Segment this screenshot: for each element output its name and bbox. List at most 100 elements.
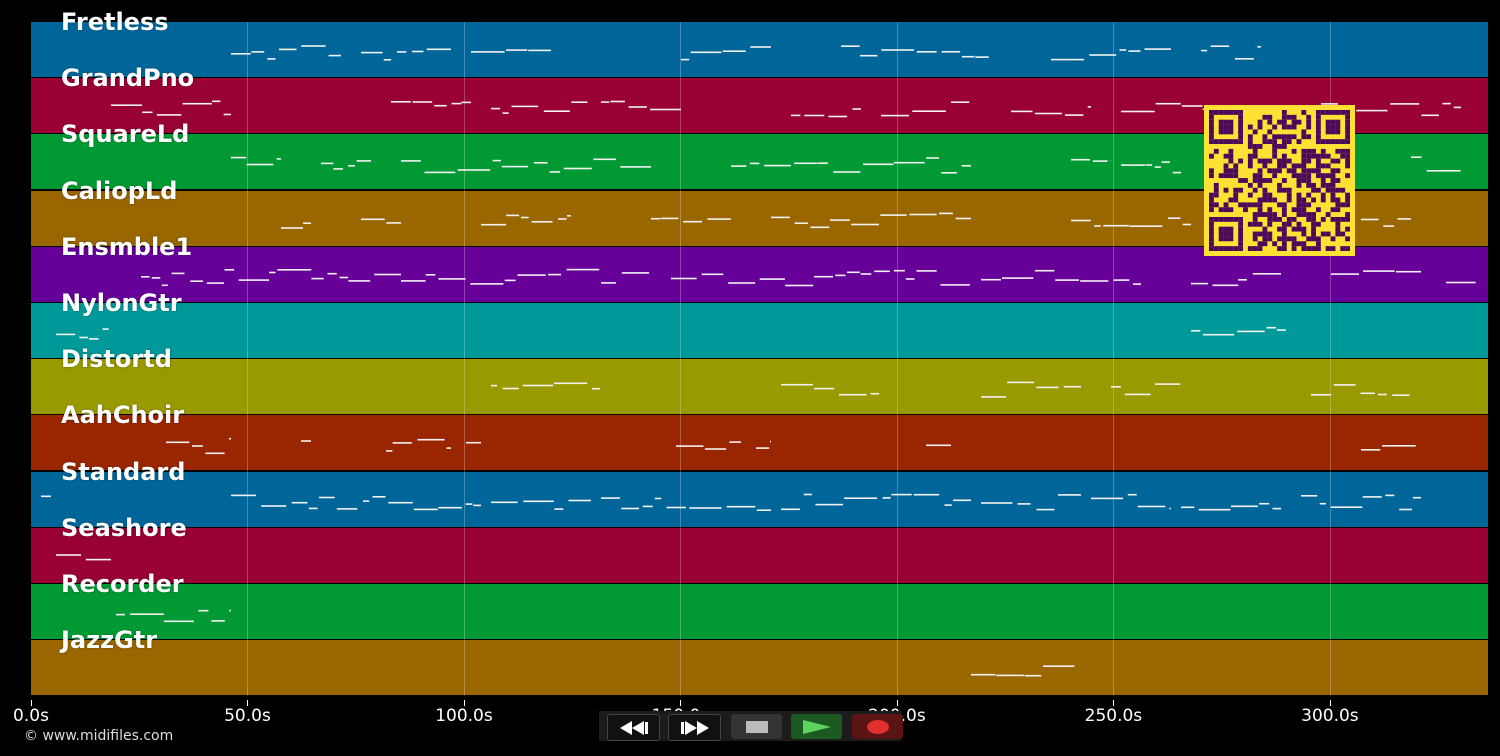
note [276,158,281,160]
note [1212,284,1239,287]
note [909,213,937,216]
note [803,493,812,496]
note [386,222,401,224]
note [621,272,650,274]
track-name: Fretless [61,8,169,36]
note [1259,502,1270,505]
note [926,157,939,159]
note [1442,102,1451,105]
note [971,673,996,676]
note [363,500,370,502]
stop-button[interactable] [731,714,782,739]
note [88,338,99,340]
note [401,160,421,162]
note [841,45,860,47]
note [502,112,509,114]
note [465,503,473,505]
note [882,497,891,499]
note [1362,496,1382,498]
note [666,506,686,509]
note [506,49,528,51]
note [981,278,1001,281]
track-row [31,246,1488,303]
note [1238,279,1247,281]
note [348,165,355,167]
note [981,396,1006,398]
note [543,110,570,112]
note [1235,58,1254,60]
axis-tick [31,700,32,706]
note [56,554,81,556]
note [521,216,529,219]
note [1356,109,1388,112]
note [781,508,800,511]
note [759,278,785,280]
note [1333,384,1356,386]
axis-tick [1329,700,1331,706]
note [473,504,481,507]
note [981,502,1013,504]
note [750,46,771,48]
note [151,277,161,279]
note [356,160,371,162]
note [660,217,679,220]
note [1051,58,1085,61]
note [229,609,231,612]
note [311,277,324,280]
note [1034,112,1062,115]
note [676,445,704,447]
record-icon [866,719,889,734]
note [426,48,451,51]
note [1210,45,1230,47]
note [1201,49,1208,52]
play-button[interactable] [791,714,842,739]
note [303,222,311,224]
note [1453,106,1461,109]
note [1155,383,1181,385]
note [528,49,551,52]
note [1421,114,1439,117]
note [1094,225,1101,227]
note [913,493,940,496]
note [916,51,937,53]
note [339,276,349,279]
copyright-text: © www.midifiles.com [24,728,174,744]
note [412,101,433,103]
note [1237,330,1265,333]
note [654,497,662,500]
note [231,494,256,497]
note [681,58,690,61]
note [281,227,303,229]
note [568,499,591,502]
note [328,54,341,57]
note [531,221,553,223]
note [1154,166,1161,168]
note [1397,218,1411,220]
note [163,620,194,623]
note [171,272,185,275]
note [231,156,247,159]
note [1001,277,1034,279]
note [392,442,412,444]
note [182,102,212,105]
note [621,507,640,510]
rewind-button[interactable] [607,714,660,741]
note [1007,381,1035,384]
note [749,162,760,165]
note [206,282,224,284]
note [726,505,756,508]
note [881,49,914,51]
note [880,214,907,216]
record-button[interactable] [852,714,903,739]
note [301,45,326,47]
fast-forward-button[interactable] [668,714,721,741]
note [961,165,971,167]
note [893,161,925,164]
note [1330,506,1363,508]
note [1121,164,1146,166]
note [41,495,51,498]
note [251,51,265,53]
note [1382,445,1416,447]
note [689,507,722,509]
gridline [680,22,682,696]
